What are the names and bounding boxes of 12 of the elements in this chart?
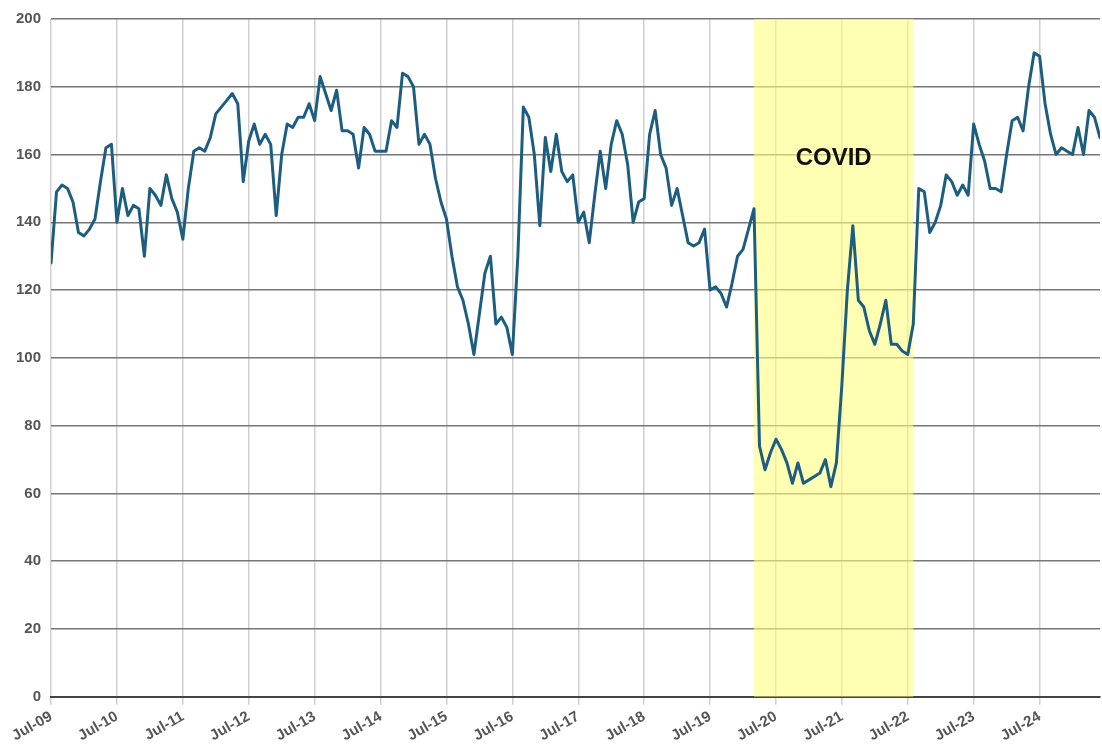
y-tick-label: 120 xyxy=(16,280,42,298)
y-tick-label: 20 xyxy=(24,619,42,637)
y-tick-label: 80 xyxy=(24,415,42,433)
y-tick-label: 100 xyxy=(16,348,42,366)
y-tick-label: 200 xyxy=(16,9,42,27)
y-tick-label: 40 xyxy=(24,551,42,569)
y-tick-label: 160 xyxy=(16,144,42,162)
y-tick-label: 60 xyxy=(24,483,42,501)
y-tick-label: 140 xyxy=(16,212,42,230)
band-label: COVID xyxy=(795,142,872,170)
y-tick-label: 0 xyxy=(32,686,42,704)
y-tick-label: 180 xyxy=(16,76,42,94)
